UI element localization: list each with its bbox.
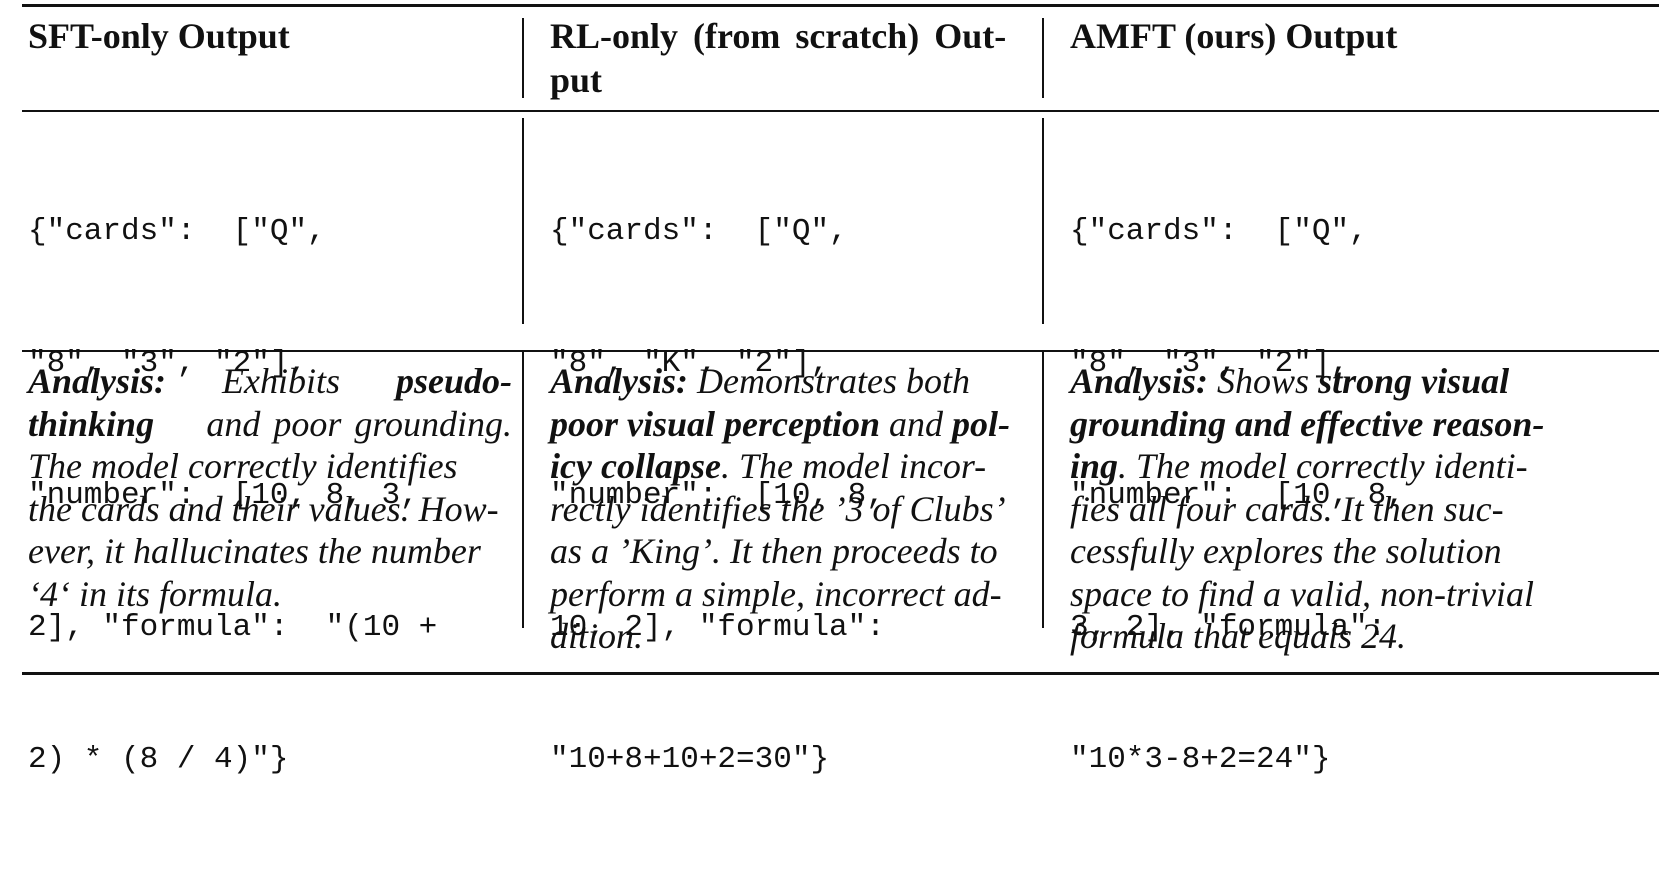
analysis-bold-text: pol- bbox=[952, 403, 1010, 444]
analysis-text: ever, it hallucinates the number bbox=[28, 531, 481, 571]
code-line: "8", "3", "2"], bbox=[28, 346, 308, 381]
code-line: 10, 2], "formula": bbox=[550, 610, 885, 645]
header-amft: AMFT (ours) Output bbox=[1070, 14, 1548, 104]
code-line: {"cards": ["Q", bbox=[1070, 214, 1368, 249]
analysis-label: Analysis: bbox=[28, 361, 167, 401]
analysis-label: Analysis: bbox=[550, 361, 689, 401]
analysis-text: the cards and their values. How- bbox=[28, 488, 499, 529]
analysis-rl-only: Analysis: Demonstrates both poor visual … bbox=[550, 360, 1028, 670]
code-divider-2 bbox=[1042, 118, 1044, 324]
code-line: "8", "3", "2"], bbox=[1070, 346, 1350, 381]
header-amft-text: AMFT (ours) Output bbox=[1070, 16, 1398, 56]
code-line: "8", "K", "2"], bbox=[550, 346, 830, 381]
analysis-bold-text: strong visual bbox=[1318, 361, 1510, 401]
analysis-amft: Analysis: Shows strong visual grounding … bbox=[1070, 360, 1548, 670]
analysis-text: . The model correctly identi- bbox=[1118, 446, 1528, 486]
code-divider-1 bbox=[522, 118, 524, 324]
code-line: "number": [10, 8, 3, bbox=[28, 478, 419, 513]
analysis-line: ing. The model correctly identi- bbox=[1070, 445, 1548, 488]
code-line: 3, 2], "formula": bbox=[1070, 610, 1387, 645]
code-line: "10+8+10+2=30"} bbox=[550, 742, 830, 777]
code-line: "number": [10, 8, bbox=[1070, 478, 1405, 513]
analysis-text: rectly identifies the ’3 of Clubs’ bbox=[550, 488, 1006, 529]
analysis-text: The model correctly identifies bbox=[28, 446, 458, 486]
analysis-text: and poor grounding. bbox=[206, 403, 512, 444]
analysis-text: fies all four cards. It then suc- bbox=[1070, 488, 1504, 529]
code-amft: {"cards": ["Q", "8", "3", "2"], "number"… bbox=[1070, 122, 1548, 777]
analysis-label: Analysis: bbox=[1070, 361, 1209, 401]
code-line: 2) * (8 / 4)"} bbox=[28, 742, 289, 777]
analysis-text: Demonstrates both bbox=[697, 361, 971, 401]
code-line: {"cards": ["Q", bbox=[28, 214, 326, 249]
header-divider-2 bbox=[1042, 18, 1044, 98]
analysis-text: . The model incor- bbox=[720, 446, 987, 486]
analysis-text: ‘4‘ in its formula. bbox=[28, 573, 283, 614]
analysis-line: poor visual perception and pol- bbox=[550, 403, 1028, 446]
code-line: 2], "formula": "(10 + bbox=[28, 610, 438, 645]
header-rl-only-text-2: put bbox=[550, 60, 603, 100]
analysis-divider-2 bbox=[1042, 352, 1044, 628]
analysis-text: dition. bbox=[550, 616, 644, 656]
analysis-sft-only: Analysis: Exhibits pseudo- thinking and … bbox=[28, 360, 512, 670]
analysis-text: Exhibits bbox=[222, 361, 340, 401]
analysis-divider-1 bbox=[522, 352, 524, 628]
bottom-rule bbox=[22, 672, 1659, 675]
header-sft-only: SFT-only Output bbox=[28, 14, 512, 104]
analysis-text: formula that equals 24. bbox=[1070, 616, 1407, 656]
code-line: {"cards": ["Q", bbox=[550, 214, 848, 249]
analysis-line: icy collapse. The model incor- bbox=[550, 445, 1028, 488]
code-rl-only: {"cards": ["Q", "8", "K", "2"], "number"… bbox=[550, 122, 1028, 777]
code-line: "10*3-8+2=24"} bbox=[1070, 742, 1331, 777]
analysis-text: perform a simple, incorrect ad- bbox=[550, 573, 1002, 614]
analysis-text: and bbox=[889, 403, 943, 444]
top-rule bbox=[22, 4, 1659, 7]
analysis-line: Analysis: Shows strong visual bbox=[1070, 360, 1548, 403]
analysis-bold-text: poor visual perception bbox=[550, 403, 880, 444]
header-rl-only-text-1: RL-only (from scratch) Out- bbox=[550, 16, 1007, 56]
analysis-bold-text: pseudo- bbox=[395, 361, 512, 401]
analysis-text: space to find a valid, non-trivial bbox=[1070, 573, 1534, 614]
analysis-bold-text: thinking bbox=[28, 403, 155, 444]
comparison-table: SFT-only Output RL-only (from scratch) O… bbox=[22, 0, 1659, 777]
analysis-line: Analysis: Demonstrates both bbox=[550, 360, 1028, 403]
header-rule bbox=[22, 110, 1659, 112]
code-sft-only: {"cards": ["Q", "8", "3", "2"], "number"… bbox=[28, 122, 512, 777]
analysis-line: Analysis: Exhibits pseudo- bbox=[28, 360, 512, 403]
header-rl-only: RL-only (from scratch) Out- put bbox=[550, 14, 1028, 104]
header-sft-only-text: SFT-only Output bbox=[28, 16, 290, 56]
analysis-line: thinking and poor grounding. bbox=[28, 403, 512, 446]
header-rl-only-line1: RL-only (from scratch) Out- bbox=[550, 14, 1028, 58]
analysis-bold-text: ing bbox=[1070, 446, 1119, 486]
analysis-bold-text: icy collapse bbox=[550, 446, 721, 486]
header-divider-1 bbox=[522, 18, 524, 98]
analysis-text: Shows bbox=[1217, 361, 1310, 401]
body-rule bbox=[22, 350, 1659, 352]
analysis-text: as a ’King’. It then proceeds to bbox=[550, 531, 998, 571]
analysis-bold-text: grounding and effective reason- bbox=[1070, 403, 1545, 444]
analysis-text: cessfully explores the solution bbox=[1070, 531, 1502, 571]
code-line: "number": [10, 8, bbox=[550, 478, 885, 513]
